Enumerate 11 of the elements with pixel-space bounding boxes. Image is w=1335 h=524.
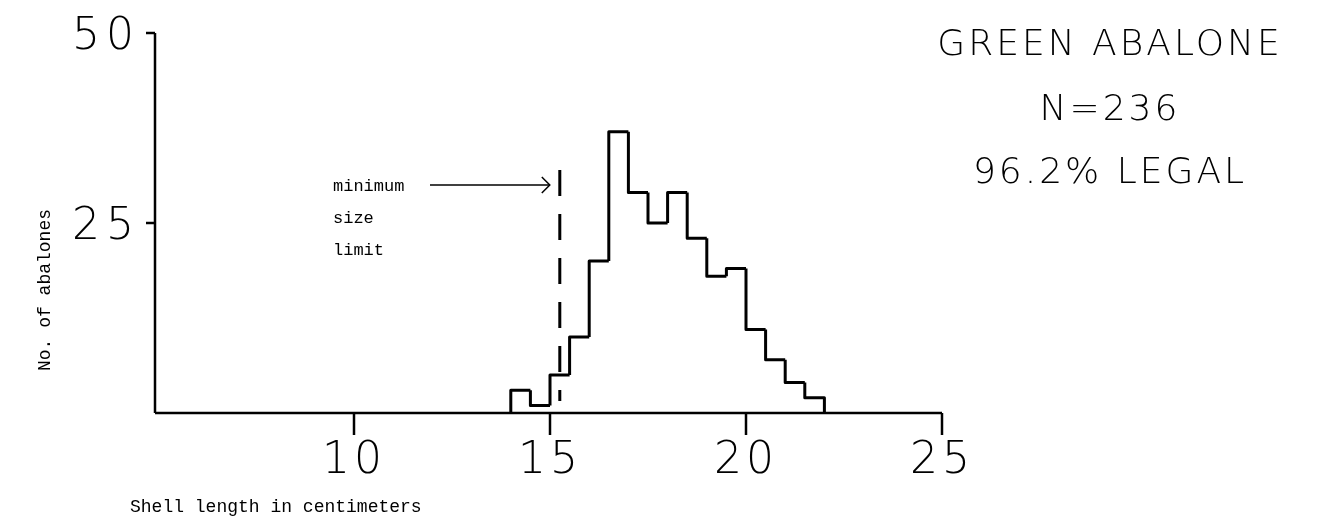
x-tick-label: 20 <box>714 432 778 483</box>
x-tick-label: 15 <box>518 432 582 483</box>
text: GREEN ABALONE <box>937 22 1283 63</box>
x-axis-title: Shell length in centimeters <box>130 497 422 517</box>
text: 96.2% LEGAL <box>972 150 1248 191</box>
x-tick-label: 10 <box>322 432 386 483</box>
ref-line-label: minimum size limit <box>333 177 405 260</box>
y-tick-label: 50 <box>72 7 140 59</box>
x-tick-label: 25 <box>910 432 974 483</box>
y-axis-title: No. of abalones <box>35 208 55 372</box>
text: N=236 <box>1039 87 1181 128</box>
